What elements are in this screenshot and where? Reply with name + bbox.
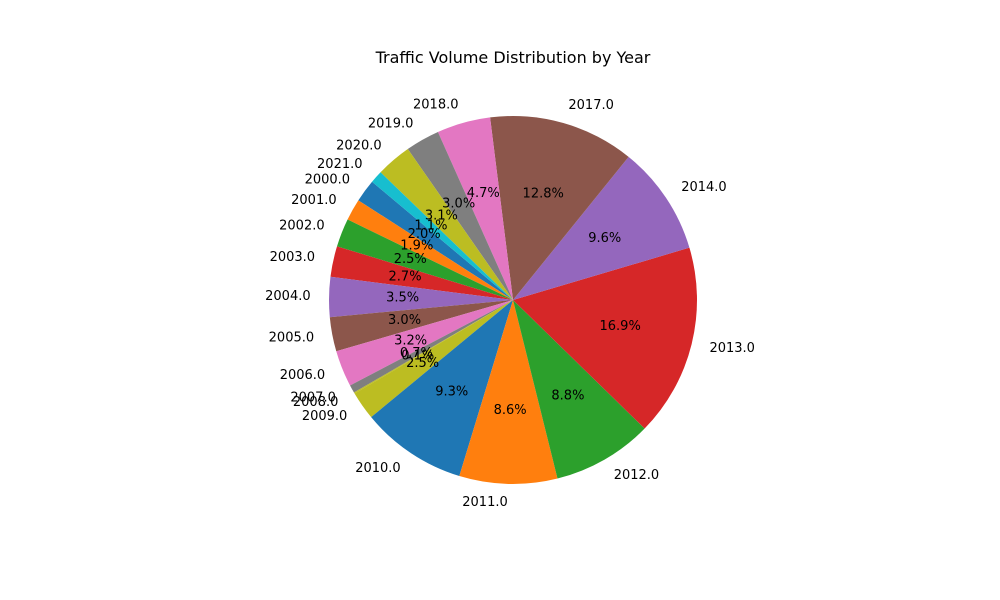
slice-category-label: 2012.0: [614, 468, 660, 483]
slice-category-label: 2008.0: [293, 395, 339, 410]
slice-category-label: 2006.0: [280, 368, 326, 383]
pie-slice-2011.0: [459, 300, 558, 484]
pie-slice-2002.0: [337, 219, 513, 300]
pie-slice-2021.0: [372, 172, 513, 300]
pie-slice-2007.0: [350, 300, 513, 393]
pie-slice-2004.0: [329, 276, 513, 318]
pie-slice-2009.0: [354, 300, 513, 418]
pie-slice-2003.0: [330, 246, 513, 300]
slice-percent-label: 9.6%: [588, 231, 621, 246]
pie-slice-2006.0: [336, 300, 513, 386]
pie-slice-2020.0: [380, 149, 513, 300]
slice-percent-label: 0.7%: [400, 346, 433, 361]
slice-category-label: 2002.0: [279, 218, 325, 233]
slice-percent-label: 3.2%: [394, 334, 427, 349]
slice-category-label: 2019.0: [368, 116, 414, 131]
slice-category-label: 2011.0: [462, 495, 508, 510]
slice-category-label: 2007.0: [290, 390, 336, 405]
slice-percent-label: 8.8%: [551, 388, 584, 403]
slice-category-label: 2021.0: [317, 157, 363, 172]
slice-category-label: 2004.0: [265, 289, 311, 304]
slice-percent-label: 0.1%: [401, 348, 434, 363]
slice-category-label: 2000.0: [305, 172, 351, 187]
pie-slice-2005.0: [329, 300, 513, 352]
slice-percent-label: 2.0%: [408, 227, 441, 242]
slice-percent-label: 8.6%: [494, 403, 527, 418]
slice-category-label: 2009.0: [302, 409, 348, 424]
slice-category-label: 2017.0: [568, 98, 614, 113]
pie-slice-2000.0: [358, 181, 513, 300]
pie-slice-2019.0: [407, 132, 513, 300]
slice-percent-label: 1.9%: [400, 238, 433, 253]
slice-percent-label: 3.1%: [425, 209, 458, 224]
slice-category-label: 2013.0: [709, 341, 755, 356]
pie-slices: [329, 115, 697, 484]
slice-percent-label: 4.7%: [467, 186, 500, 201]
slice-percent-label: 16.9%: [600, 319, 641, 334]
pie-slice-2018.0: [437, 117, 513, 300]
pie-slice-2014.0: [513, 156, 690, 300]
pie-slice-2008.0: [353, 300, 513, 394]
slice-category-label: 2014.0: [681, 180, 727, 195]
slice-category-label: 2020.0: [336, 139, 382, 154]
slice-percent-label: 12.8%: [523, 186, 564, 201]
slice-category-label: 2010.0: [355, 461, 401, 476]
slice-percent-label: 1.1%: [414, 219, 447, 234]
slice-percent-label: 3.0%: [388, 313, 421, 328]
pie-slice-2010.0: [371, 300, 513, 476]
slice-category-label: 2001.0: [291, 193, 337, 208]
pie-slice-2001.0: [347, 200, 513, 300]
slice-category-label: 2005.0: [269, 330, 315, 345]
slice-category-label: 2018.0: [413, 98, 459, 113]
slice-percent-label: 3.5%: [386, 291, 419, 306]
slice-percent-label: 2.5%: [394, 252, 427, 267]
slice-category-label: 2003.0: [270, 250, 316, 265]
pie-slice-2013.0: [513, 247, 697, 429]
pie-labels: 2000.0 2.0% 2001.0 1.9% 2002.0 2.5% 2003.0 2.7%…: [265, 98, 755, 510]
pie-slice-2017.0: [490, 115, 629, 300]
slice-percent-label: 2.7%: [389, 269, 422, 284]
slice-percent-label: 9.3%: [435, 384, 468, 399]
slice-percent-label: 2.5%: [406, 356, 439, 371]
slice-percent-label: 3.0%: [442, 196, 475, 211]
chart-title: Traffic Volume Distribution by Year: [375, 48, 651, 67]
pie-slice-2012.0: [513, 300, 645, 479]
